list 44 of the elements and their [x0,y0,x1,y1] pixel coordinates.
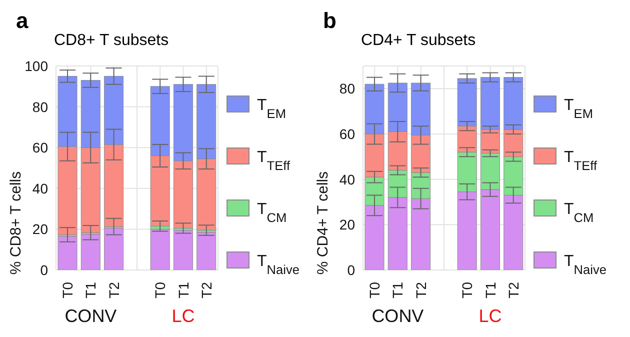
x-tick-label: T0 [366,282,383,298]
y-tick-label: 0 [40,262,48,278]
y-tick-label: 40 [32,180,48,196]
legend-label: T$_{Naive}$ [257,253,300,276]
bar [150,228,170,270]
legend-label: T$_{CM}$ [257,201,287,224]
legend-label: T$_{EM}$ [257,97,286,120]
x-tick-label: T1 [482,282,498,298]
legend-label: T$_{EM}$ [564,97,593,120]
y-tick-label: 40 [339,171,356,188]
x-tick-label: T0 [152,282,168,298]
text: CONV [64,306,118,326]
bar [173,230,193,270]
text: a [16,8,28,34]
x-tick-label: T1 [175,282,192,298]
y-tick-label: 100 [24,58,48,74]
x-tick-label: T1 [82,282,99,298]
x-tick-label: T2 [198,282,214,298]
x-tick-label: T2 [412,282,429,298]
y-tick-label: 80 [32,98,48,115]
x-tick-label: T2 [106,282,122,298]
text: LC [170,306,196,326]
legend-label: T$_{CM}$ [564,201,594,224]
x-tick-label: T0 [60,282,76,298]
y-tick-label: 80 [339,80,356,97]
x-tick-label: T1 [390,282,406,298]
text: LC [478,306,503,326]
y-tick-label: 0 [347,262,356,278]
y-tick-label: 20 [32,221,48,238]
y-tick-label: 60 [339,126,356,142]
y-tick-label: 60 [32,140,48,156]
chart-title: CD8+ T subsets [54,32,169,50]
bar [196,232,216,270]
y-tick-label: 20 [339,216,356,233]
legend-label: T$_{TEff}$ [564,149,598,172]
chart-title: CD4+ T subsets [361,32,476,50]
legend-label: T$_{TEff}$ [257,149,290,172]
y-axis-title: % CD4+ T cells [314,171,332,275]
text: CONV [370,306,425,326]
x-tick-label: T2 [505,282,522,298]
x-tick-label: T0 [459,282,476,298]
legend-label: T$_{Naive}$ [564,253,606,276]
text: b [323,8,336,34]
y-axis-title: % CD8+ T cells [7,171,24,275]
